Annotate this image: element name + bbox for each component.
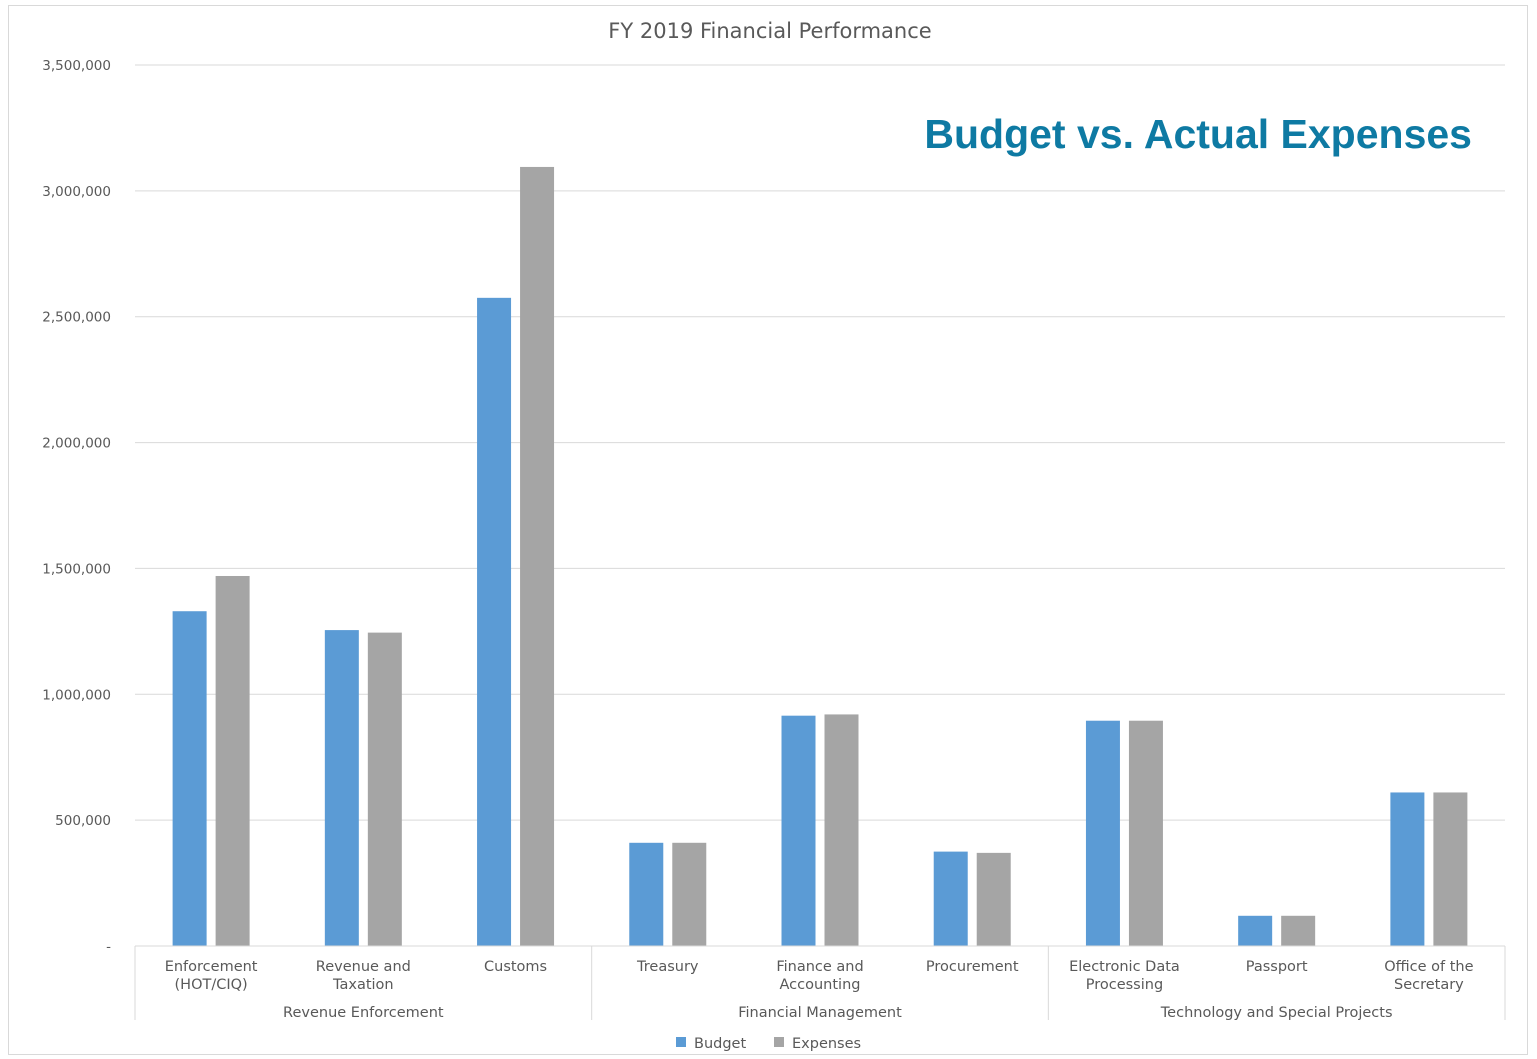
y-tick-label: - xyxy=(106,939,111,955)
bar-budget-7 xyxy=(1238,915,1273,946)
y-axis: - 500,000 1,000,000 1,500,000 2,000,000 2,500… xyxy=(42,58,111,955)
chart-annotation: Budget vs. Actual Expenses xyxy=(924,111,1472,157)
legend-swatch-budget xyxy=(676,1037,686,1047)
bars xyxy=(172,166,1468,947)
y-tick-label: 1,000,000 xyxy=(42,687,111,703)
category-label: Treasury xyxy=(636,959,699,975)
y-tick-label: 2,500,000 xyxy=(42,310,111,326)
bar-budget-6 xyxy=(1085,720,1120,946)
bar-budget-0 xyxy=(172,611,207,946)
legend: Budget Expenses xyxy=(676,1036,861,1052)
y-tick-label: 1,500,000 xyxy=(42,561,111,577)
bar-budget-2 xyxy=(477,297,512,947)
bar-budget-5 xyxy=(933,851,968,946)
bar-expenses-0 xyxy=(215,575,250,946)
category-label: Enforcement (HOT/CIQ) xyxy=(165,959,258,993)
bar-expenses-8 xyxy=(1433,792,1468,946)
bar-budget-3 xyxy=(629,842,664,946)
bar-expenses-5 xyxy=(976,852,1011,946)
bar-budget-8 xyxy=(1390,792,1425,946)
bar-expenses-6 xyxy=(1128,720,1163,946)
chart-frame xyxy=(8,5,1528,1055)
gridlines xyxy=(135,64,1505,821)
y-tick-label: 500,000 xyxy=(55,813,111,829)
chart-title: FY 2019 Financial Performance xyxy=(608,19,931,43)
group-label: Revenue Enforcement xyxy=(283,1005,444,1021)
category-label: Procurement xyxy=(926,959,1019,975)
bar-budget-1 xyxy=(324,630,359,946)
y-tick-label: 3,000,000 xyxy=(42,184,111,200)
legend-label-budget: Budget xyxy=(694,1036,746,1052)
y-tick-label: 3,500,000 xyxy=(42,58,111,74)
group-label: Financial Management xyxy=(738,1005,902,1021)
bar-budget-4 xyxy=(781,715,816,946)
bar-expenses-4 xyxy=(824,714,859,946)
legend-label-expenses: Expenses xyxy=(792,1036,861,1052)
category-label: Office of the Secretary xyxy=(1384,959,1473,993)
category-label: Passport xyxy=(1246,959,1308,975)
category-label: Electronic Data Processing xyxy=(1069,959,1180,993)
group-label: Technology and Special Projects xyxy=(1160,1005,1393,1021)
legend-swatch-expenses xyxy=(774,1037,784,1047)
x-axis xyxy=(134,945,1506,1020)
bar-expenses-2 xyxy=(520,166,555,947)
category-label: Revenue and Taxation xyxy=(316,959,411,993)
bar-expenses-3 xyxy=(672,842,707,946)
category-label: Finance and Accounting xyxy=(776,959,863,993)
bar-expenses-7 xyxy=(1281,915,1316,946)
category-labels: Enforcement (HOT/CIQ) Revenue and Taxation C… xyxy=(165,959,1474,993)
bar-expenses-1 xyxy=(367,632,402,946)
category-label: Customs xyxy=(484,959,547,975)
group-labels: Revenue Enforcement Financial Management T… xyxy=(283,1005,1392,1021)
y-tick-label: 2,000,000 xyxy=(42,436,111,452)
